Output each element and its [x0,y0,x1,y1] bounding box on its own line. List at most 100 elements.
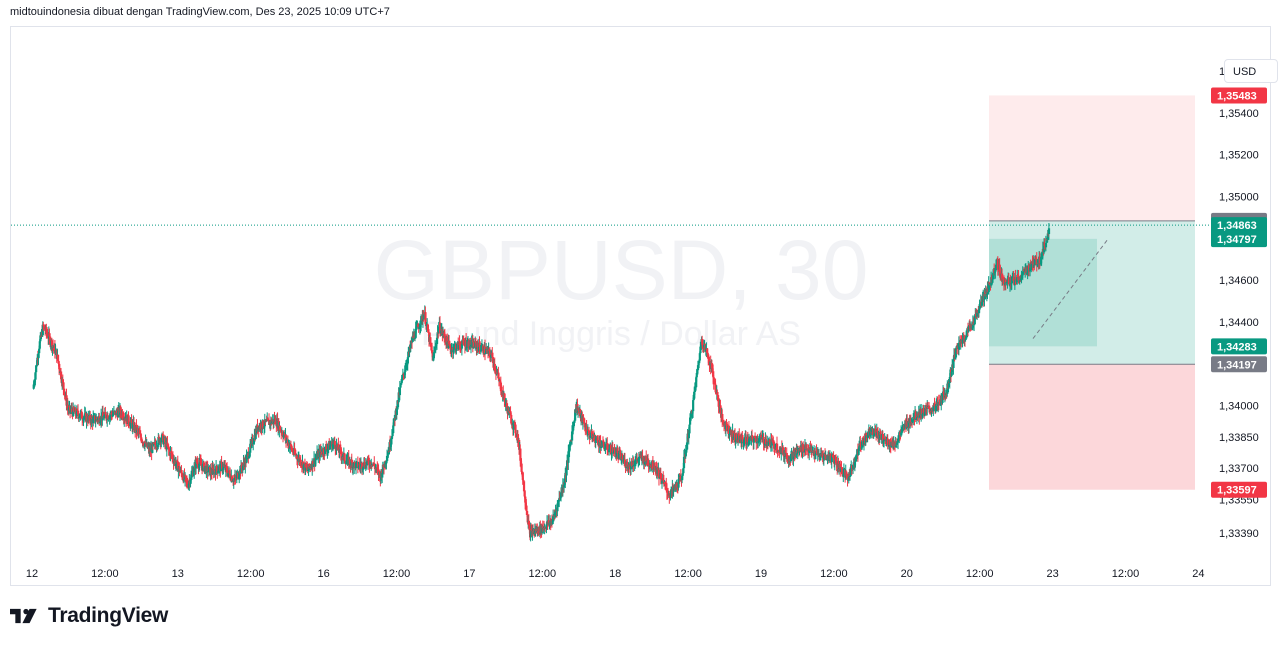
candle-body [429,342,433,346]
candle-body [592,436,595,438]
candle-body [215,465,218,475]
candle-body [614,450,617,457]
candle-body [494,369,497,372]
candle-body [77,414,80,419]
x-tick-label: 12:00 [1112,568,1140,580]
candle-body [195,460,198,463]
candle-body [361,468,364,470]
candle-body [1002,278,1005,281]
candle-body [121,412,124,418]
stop-loss-zone[interactable] [989,95,1195,221]
currency-button[interactable]: USD [1224,59,1278,83]
candle-body [218,466,221,471]
tradingview-logo[interactable]: TradingView [10,604,168,628]
candle-body [983,291,986,300]
candle-body [567,451,570,463]
candle-body [677,479,680,488]
candle-body [1019,276,1022,281]
candle-body [449,345,452,350]
candle-body [525,510,529,515]
candle-body [746,436,749,444]
candle-body [625,466,628,468]
candle-body [152,442,155,445]
chart-area[interactable]: GBPUSD, 30 Pound Inggris / Dollar AS 1,3… [10,26,1278,587]
candle-body [33,382,36,385]
candle-body [42,325,46,327]
candle-body [952,359,955,369]
candle-body [62,382,65,389]
candle-body [206,465,209,473]
candle-body [603,445,606,450]
candle-body [462,340,465,343]
candle-body [604,447,607,449]
candle-body [876,429,879,433]
chart-canvas[interactable]: GBPUSD, 30 Pound Inggris / Dollar AS 1,3… [11,27,1272,587]
candle-body [251,439,254,445]
price-tag-label: 1,34197 [1217,359,1257,371]
candle-body [72,407,75,411]
candle-body [541,526,544,533]
candle-body [893,442,896,447]
x-tick-label: 18 [609,568,621,580]
candle-body [978,304,981,310]
candle-body [241,465,245,470]
time-axis[interactable]: 12 12:00 13 12:00 16 12:00 17 12:00 18 12:00 19 12:… [26,568,1205,580]
candle-body [410,340,413,345]
candle-body [392,425,395,434]
candle-body [1022,269,1026,271]
risk-zone[interactable] [989,364,1195,490]
candle-body [438,322,442,333]
candle-body [848,475,852,477]
candle-body [570,431,574,441]
candle-body [911,422,914,424]
candle-body [82,418,85,421]
candle-body [424,312,427,324]
price-tag: 1,35483 [1211,87,1267,104]
candle-body [185,477,188,481]
candle-body [954,357,957,359]
candle-body [390,438,393,444]
candle-body [553,515,556,517]
candle-body [83,416,86,419]
position-zones[interactable] [989,95,1195,490]
candle-body [288,446,291,449]
candle-body [692,394,695,401]
candle-body [721,413,724,420]
candle-body [178,466,181,473]
candle-body [432,352,436,356]
candle-body [80,411,83,419]
candle-body [355,462,358,469]
candle-body [596,437,599,441]
candle-body [459,345,462,348]
candle-body [737,433,740,436]
candle-body [75,409,78,416]
candle-body [694,387,697,389]
candle-body [512,423,515,429]
candle-body [434,345,437,347]
candle-body [110,412,113,415]
candle-body [505,403,509,408]
candle-body [1041,255,1044,258]
candle-body [653,467,656,469]
candle-body [968,324,971,329]
price-axis[interactable]: 1,356001,354001,352001,350001,346001,344… [1219,66,1259,540]
candle-body [911,419,914,423]
candle-body [112,411,116,414]
candle-body [866,435,869,438]
candle-body [572,426,575,428]
candle-body [901,426,905,428]
candle-body [386,456,389,461]
candle-body [452,345,456,350]
target-zone[interactable] [989,220,1195,365]
candle-body [365,461,369,465]
candle-body [734,440,737,442]
candle-body [921,414,924,417]
candle-body [252,443,255,445]
candle-body [900,432,903,436]
candle-body [588,434,591,438]
candle-body [196,463,200,467]
candle-body [554,511,557,513]
candle-body [72,407,75,416]
candle-body [135,425,138,433]
candle-body [732,430,735,438]
